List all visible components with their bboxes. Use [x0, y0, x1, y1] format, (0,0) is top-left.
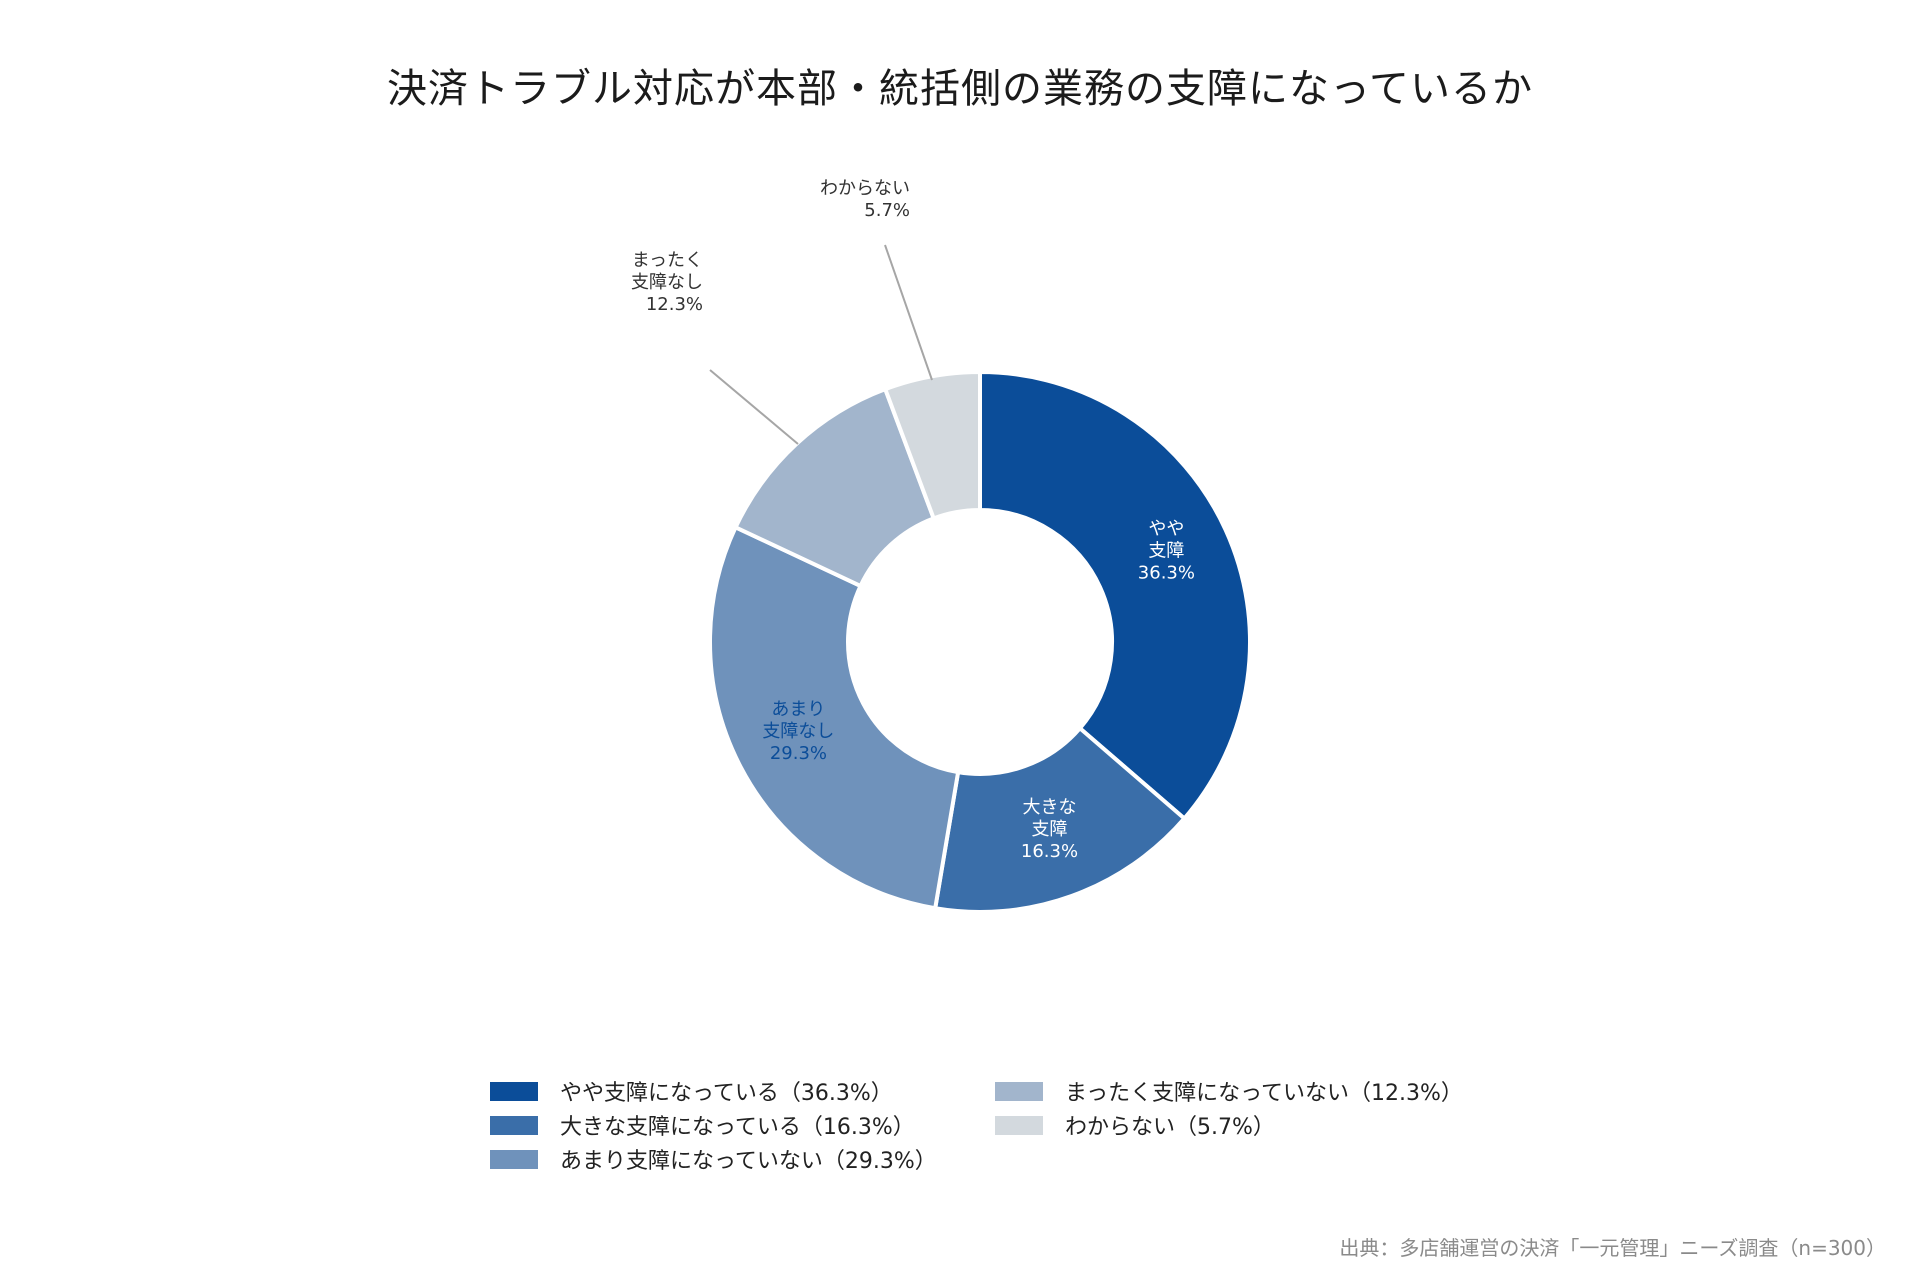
data-label-amari: あまり支障なし 29.3% [762, 699, 834, 764]
data-label-mattaku: まったく支障なし 12.3% [631, 250, 703, 315]
legend-label: 大きな支障になっている（16.3%） [560, 1115, 915, 1140]
source-note: 出典：多店舗運営の決済「一元管理」ニーズ調査（n=300） [1339, 1236, 1886, 1260]
slice-yaya [978, 370, 1252, 821]
slice-ookina [933, 726, 1187, 914]
legend-swatch [490, 1115, 538, 1135]
data-label-yaya: やや支障 36.3% [1138, 519, 1195, 584]
legend-swatch [995, 1115, 1043, 1135]
legend-item-mattaku: まったく支障になっていない（12.3%） [995, 1078, 1465, 1106]
legend-label: まったく支障になっていない（12.3%） [1065, 1081, 1463, 1106]
legend-item-amari: あまり支障になっていない（29.3%） [490, 1146, 995, 1174]
legend-item-yaya: やや支障になっている（36.3%） [490, 1078, 995, 1106]
legend-label: あまり支障になっていない（29.3%） [560, 1149, 937, 1174]
legend-label: わからない（5.7%） [1065, 1115, 1275, 1140]
legend-item-wakaranai: わからない（5.7%） [995, 1112, 1465, 1140]
data-label-ookina: 大きな支障 16.3% [1021, 797, 1078, 862]
legend-item-ookina: 大きな支障になっている（16.3%） [490, 1112, 995, 1140]
leader-line-wakaranai [884, 244, 933, 381]
leader-line-mattaku [709, 369, 799, 445]
legend: やや支障になっている（36.3%） まったく支障になっていない（12.3%） 大… [490, 1078, 1465, 1174]
legend-swatch [995, 1081, 1043, 1101]
legend-swatch [490, 1081, 538, 1101]
legend-label: やや支障になっている（36.3%） [560, 1081, 893, 1106]
legend-swatch [490, 1149, 538, 1169]
slice-wakaranai [883, 370, 982, 521]
slice-amari [708, 525, 961, 911]
chart-title: 決済トラブル対応が本部・統括側の業務の支障になっているか [387, 66, 1533, 112]
data-label-wakaranai: わからない 5.7% [820, 178, 910, 221]
slice-mattaku [733, 387, 936, 588]
